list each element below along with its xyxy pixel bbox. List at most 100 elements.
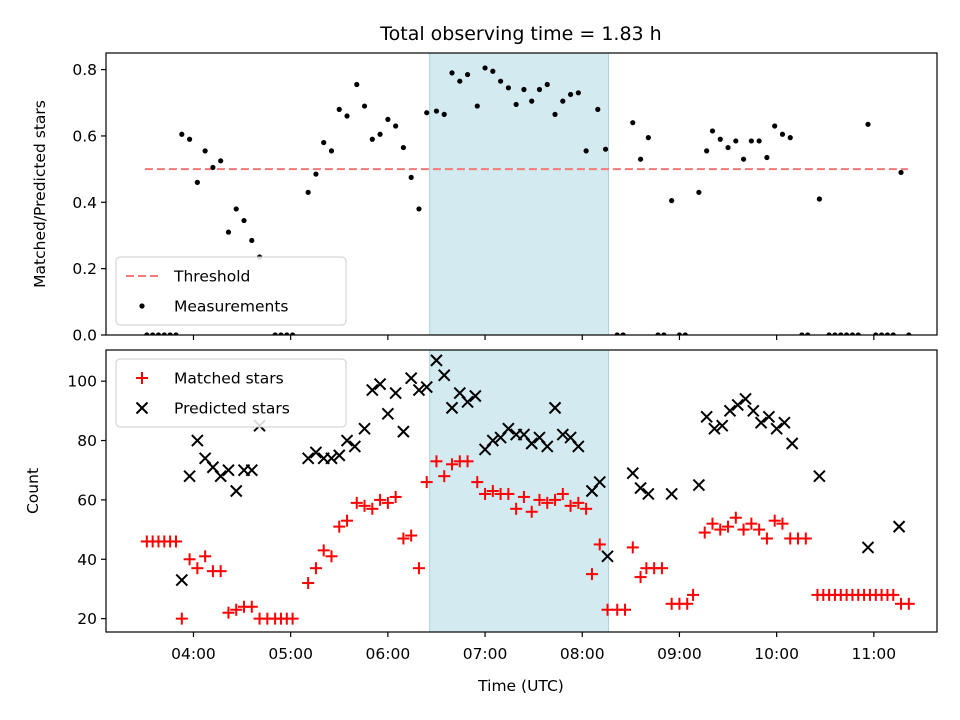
predicted-star-point [502, 422, 515, 435]
measurement-point [696, 189, 702, 195]
x-stroke-b [486, 434, 500, 447]
measurement-point [173, 332, 179, 335]
x-stroke-b [397, 425, 410, 438]
legend-label: Matched stars [174, 370, 284, 388]
measurement-point [505, 85, 511, 91]
matched-star-point [502, 487, 515, 500]
x-tick-label: 07:00 [463, 645, 508, 663]
measurement-point [344, 113, 350, 119]
measurement-point [278, 332, 284, 335]
measurement-point [661, 332, 667, 335]
legend-predicted-swatch [135, 401, 149, 415]
x-stroke-b [366, 383, 379, 397]
predicted-star-point [404, 371, 418, 385]
matched-star-point [222, 606, 235, 619]
x-stroke-b [747, 404, 760, 418]
matched-star-point [729, 511, 742, 524]
y-tick-label: 0.4 [72, 194, 97, 212]
matched-star-point [317, 544, 330, 557]
bottom-y-axis-label: Count [24, 468, 42, 514]
x-stroke-b [222, 464, 235, 477]
x-stroke-b [214, 469, 227, 483]
x-stroke-b [389, 386, 402, 400]
x-stroke-b [692, 478, 706, 492]
predicted-star-point [813, 469, 826, 483]
predicted-star-point [708, 422, 721, 435]
predicted-star-point [634, 481, 647, 495]
measurement-point [865, 121, 871, 127]
x-stroke-b [175, 573, 189, 587]
y-tick-label: 20 [77, 610, 97, 628]
measurement-point [849, 332, 856, 335]
y-tick-label: 0.8 [72, 61, 97, 79]
predicted-star-point [325, 452, 338, 465]
measurement-point [826, 332, 832, 335]
measurement-point [536, 86, 543, 93]
x-stroke-b [778, 416, 791, 429]
x-stroke-b [340, 434, 354, 447]
matched-star-point [374, 493, 387, 506]
x-stroke-b [700, 410, 713, 423]
x-stroke-b [731, 398, 744, 412]
legend-measurement-swatch [139, 303, 145, 309]
predicted-star-point [892, 520, 906, 533]
matched-star-point [412, 562, 425, 575]
matched-star-point [745, 517, 758, 530]
predicted-star-point [340, 434, 354, 447]
measurement-point [764, 154, 770, 161]
measurement-point [676, 332, 683, 335]
legend-box [115, 256, 347, 326]
predicted-star-point [373, 377, 387, 391]
matched-star-point [420, 476, 433, 489]
matched-star-point [366, 502, 379, 515]
matched-star-point [525, 505, 538, 518]
matched-star-point [405, 529, 418, 542]
matched-star-point [199, 550, 212, 563]
chart-title: Total observing time = 1.83 h [379, 23, 661, 45]
matched-star-point [479, 487, 492, 500]
plot-frame [105, 52, 938, 336]
measurement-point [717, 136, 723, 142]
x-stroke-b [739, 392, 752, 406]
measurement-point [704, 148, 710, 154]
x-tick-label: 05:00 [268, 645, 313, 663]
x-stroke-b [525, 437, 538, 450]
predicted-star-point [556, 428, 570, 441]
matched-star-point [593, 538, 606, 551]
predicted-star-point [245, 464, 258, 477]
x-stroke-b [198, 452, 212, 465]
measurement-point [637, 156, 644, 162]
measurement-point [433, 108, 440, 114]
matched-star-point [446, 458, 459, 471]
matched-star-point [799, 532, 812, 545]
measurement-point [799, 332, 805, 335]
measurement-point [321, 139, 327, 146]
x-stroke-b [892, 520, 906, 533]
x-stroke-b [191, 434, 204, 447]
measurement-point [441, 111, 447, 117]
y-tick-label: 60 [77, 491, 97, 509]
x-tick-label: 11:00 [851, 645, 896, 663]
predicted-star-point [348, 440, 362, 453]
measurement-point [844, 332, 850, 335]
x-stroke-b [715, 419, 729, 432]
measurement-point [393, 123, 399, 129]
x-stroke-b [813, 469, 826, 483]
matched-star-point [438, 470, 451, 483]
predicted-star-point [412, 383, 426, 397]
x-stroke-b [183, 469, 196, 483]
x-stroke-b [445, 401, 459, 415]
predicted-star-point [309, 446, 323, 459]
predicted-star-point [715, 419, 729, 432]
measurement-point [161, 332, 167, 335]
x-stroke-b [502, 422, 515, 435]
x-stroke-b [358, 422, 371, 435]
measurement-point [709, 128, 716, 134]
matched-star-point [714, 523, 727, 536]
x-stroke-b [206, 461, 220, 474]
data-points [144, 65, 912, 335]
observing-window-span [429, 349, 609, 633]
matched-star-point [737, 523, 750, 536]
predicted-star-point [548, 401, 562, 415]
